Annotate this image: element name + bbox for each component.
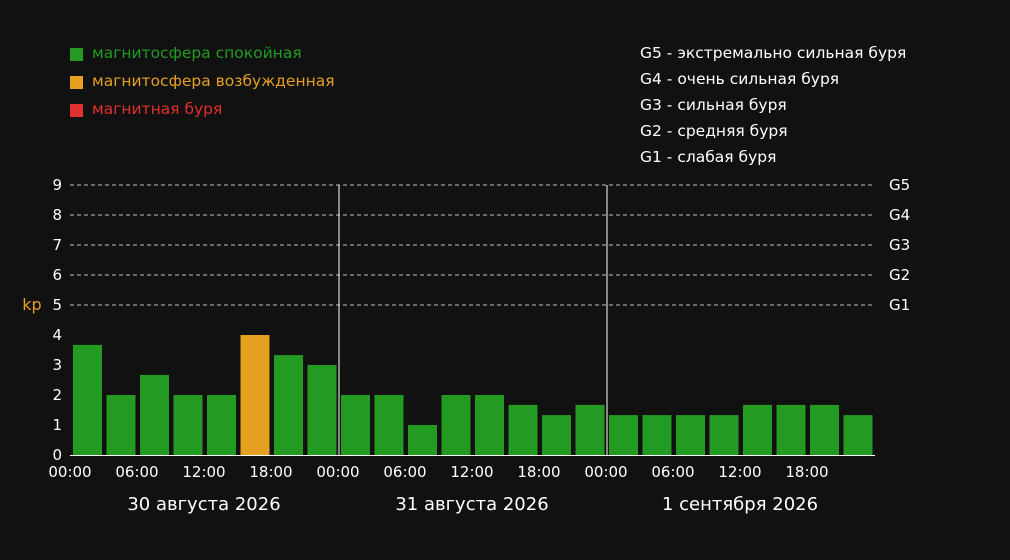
bar-13 <box>475 395 504 455</box>
x-tick-label: 12:00 <box>450 463 493 481</box>
right-axis-label: G5 <box>889 176 910 194</box>
bar-4 <box>173 395 203 455</box>
x-tick-label: 12:00 <box>182 463 225 481</box>
g-level-legend-item: G1 - слабая буря <box>640 148 776 166</box>
bar-24 <box>843 415 873 455</box>
y-tick-label: 4 <box>52 326 62 344</box>
x-tick-label: 06:00 <box>383 463 426 481</box>
legend-label-quiet: магнитосфера спокойная <box>92 44 302 62</box>
legend-swatch-quiet <box>70 48 83 61</box>
legend-label-storm: магнитная буря <box>92 100 222 118</box>
g-level-legend-item: G4 - очень сильная буря <box>640 70 839 88</box>
y-tick-label: 7 <box>52 236 62 254</box>
bar-2 <box>106 395 136 455</box>
x-tick-label: 00:00 <box>584 463 627 481</box>
bar-19 <box>676 415 705 455</box>
right-axis-label: G3 <box>889 236 910 254</box>
right-axis-label: G2 <box>889 266 910 284</box>
g-level-legend-item: G2 - средняя буря <box>640 122 788 140</box>
day-label: 1 сентября 2026 <box>662 494 818 515</box>
x-tick-label: 18:00 <box>517 463 560 481</box>
right-axis-label: G1 <box>889 296 910 314</box>
day-label: 30 августа 2026 <box>127 494 280 515</box>
y-tick-label: 2 <box>52 386 62 404</box>
y-axis-label: kp <box>22 295 41 314</box>
y-tick-label: 6 <box>52 266 62 284</box>
x-tick-label: 00:00 <box>48 463 91 481</box>
bar-6 <box>240 335 270 455</box>
bar-3 <box>140 374 169 455</box>
bar-5 <box>207 395 236 455</box>
y-tick-label: 1 <box>52 416 62 434</box>
bar-23 <box>810 404 839 455</box>
x-tick-label: 12:00 <box>718 463 761 481</box>
y-tick-label: 9 <box>52 176 62 194</box>
bar-14 <box>508 404 538 455</box>
y-tick-label: 0 <box>52 446 62 464</box>
legend-label-unsettled: магнитосфера возбужденная <box>92 72 335 90</box>
bar-15 <box>542 415 571 455</box>
x-tick-label: 00:00 <box>316 463 359 481</box>
bar-1 <box>73 344 102 455</box>
bar-22 <box>776 404 806 455</box>
bar-21 <box>743 404 772 455</box>
bar-9 <box>341 395 370 455</box>
bar-12 <box>441 395 471 455</box>
y-tick-label: 3 <box>52 356 62 374</box>
g-level-legend-item: G3 - сильная буря <box>640 96 787 114</box>
bar-18 <box>642 415 672 455</box>
x-tick-label: 06:00 <box>651 463 694 481</box>
legend-swatch-unsettled <box>70 76 83 89</box>
bar-8 <box>307 365 337 455</box>
x-tick-label: 18:00 <box>785 463 828 481</box>
day-label: 31 августа 2026 <box>395 494 548 515</box>
x-tick-label: 06:00 <box>115 463 158 481</box>
bar-10 <box>374 395 404 455</box>
bar-7 <box>274 355 303 455</box>
bar-11 <box>408 425 437 455</box>
y-tick-label: 8 <box>52 206 62 224</box>
g-level-legend-item: G5 - экстремально сильная буря <box>640 44 906 62</box>
y-tick-label: 5 <box>52 296 62 314</box>
right-axis-label: G4 <box>889 206 910 224</box>
bar-17 <box>609 415 638 455</box>
x-tick-label: 18:00 <box>249 463 292 481</box>
legend-swatch-storm <box>70 104 83 117</box>
bar-16 <box>575 404 605 455</box>
bar-20 <box>709 415 739 455</box>
